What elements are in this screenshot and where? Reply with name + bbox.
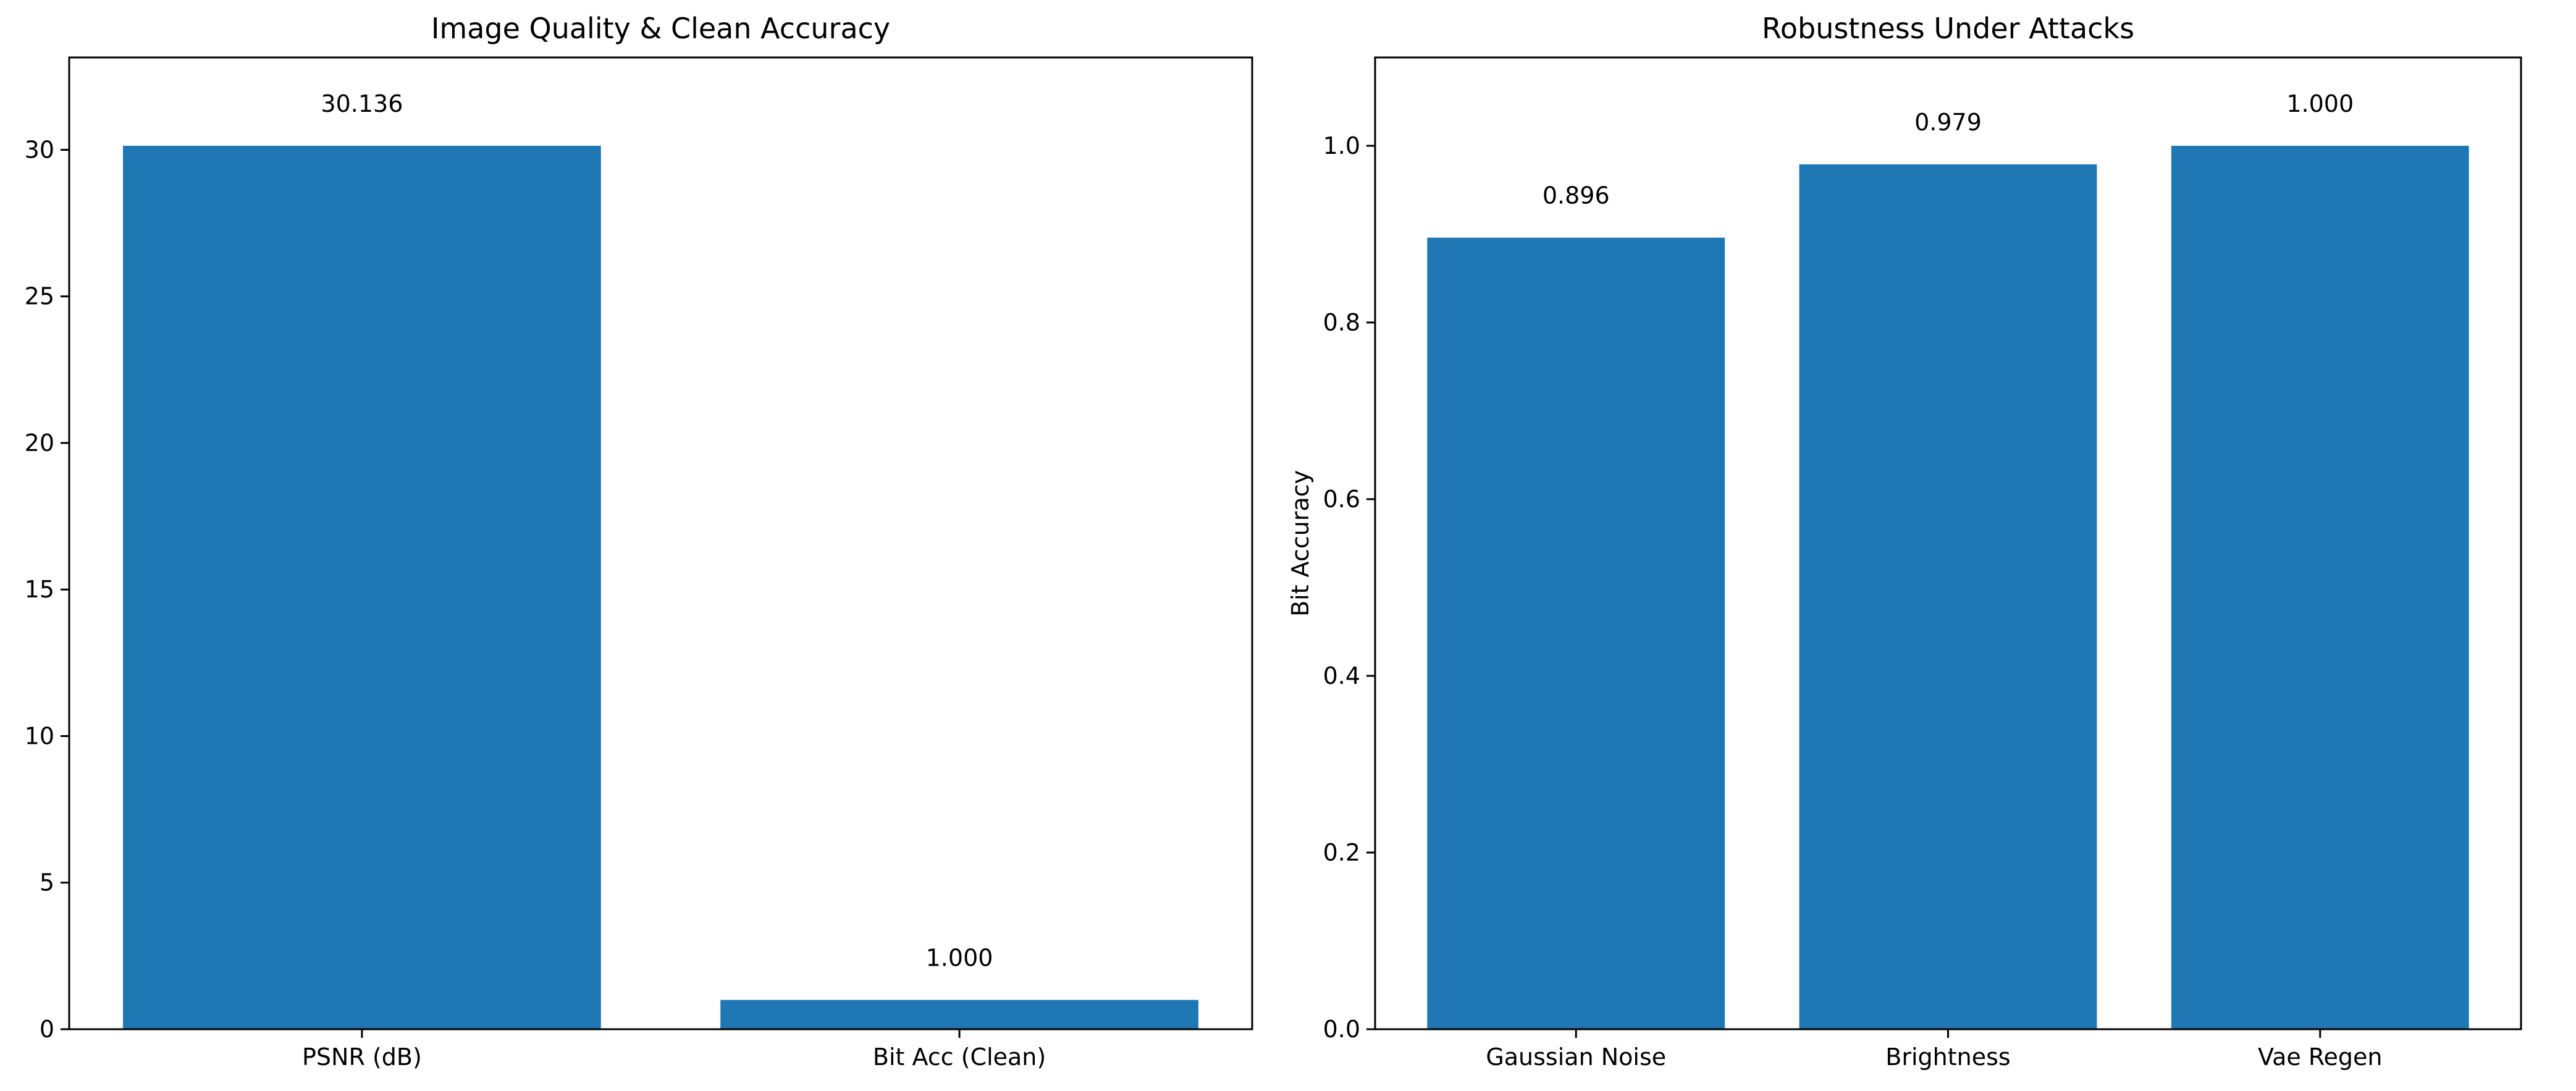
bar-value-label: 1.000: [2286, 90, 2354, 117]
y-tick-label: 1.0: [1323, 132, 1360, 159]
y-tick-label: 0.0: [1323, 1016, 1360, 1043]
y-axis-label: Bit Accuracy: [1287, 470, 1314, 617]
y-tick-label: 0.4: [1323, 662, 1360, 689]
y-tick-label: 0: [40, 1016, 54, 1043]
x-tick-label: PSNR (dB): [302, 1043, 422, 1071]
x-tick-label: Gaussian Noise: [1486, 1043, 1666, 1071]
bar-1: [1799, 164, 2097, 1029]
bar-2: [2171, 146, 2469, 1029]
y-tick-label: 0.2: [1323, 839, 1360, 866]
plot-frame: [1374, 56, 2522, 1030]
y-tick-label: 30: [25, 136, 54, 163]
plot-frame: [68, 56, 1253, 1030]
bar-value-label: 0.979: [1914, 109, 1982, 136]
chart-title: Image Quality & Clean Accuracy: [431, 12, 890, 45]
bar-value-label: 0.896: [1543, 182, 1610, 209]
chart-robustness: Robustness Under Attacks 0.896 Gaussian No…: [1287, 12, 2522, 1071]
y-tick-label: 25: [25, 283, 54, 310]
bar-0: [1427, 237, 1725, 1030]
chart-title: Robustness Under Attacks: [1762, 12, 2134, 45]
y-tick-label: 5: [40, 869, 54, 896]
y-tick-label: 20: [25, 429, 54, 457]
bar-value-label: 1.000: [926, 944, 993, 971]
bar-1: [720, 1000, 1198, 1029]
y-tick-label: 0.8: [1323, 309, 1360, 336]
chart-image-quality: Image Quality & Clean Accuracy 30.136 PSNR…: [25, 12, 1253, 1071]
y-tick-label: 0.6: [1323, 486, 1360, 513]
x-tick-label: Bit Acc (Clean): [873, 1043, 1046, 1071]
y-tick-label: 15: [25, 576, 54, 603]
x-tick-label: Vae Regen: [2258, 1043, 2382, 1071]
bar-0: [123, 146, 601, 1030]
bar-value-label: 30.136: [321, 90, 403, 117]
y-tick-label: 10: [25, 722, 54, 749]
x-tick-label: Brightness: [1885, 1043, 2010, 1071]
